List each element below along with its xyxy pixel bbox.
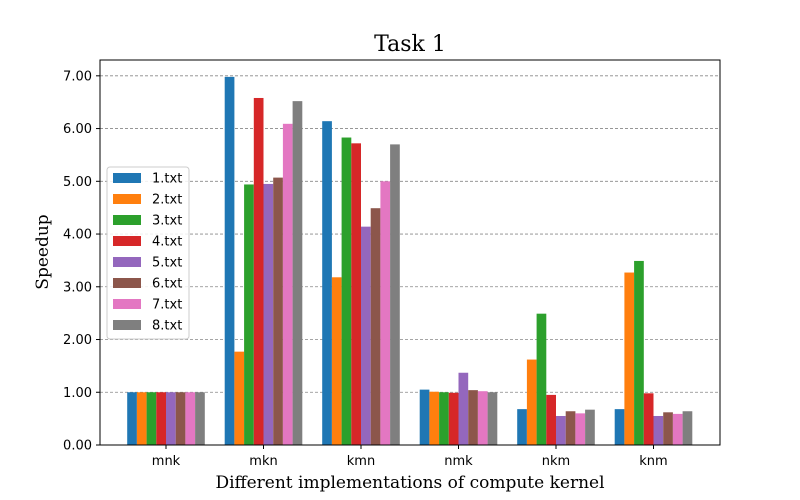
bar-1-txt-nkm — [517, 409, 527, 445]
legend-swatch — [113, 320, 141, 330]
bar-6-txt-nmk — [468, 390, 478, 445]
y-tick-label: 3.00 — [63, 280, 92, 295]
bar-5-txt-knm — [653, 415, 664, 445]
legend: 1.txt 2.txt 3.txt 4.txt 5.txt 6.txt 7.txt 8.txt — [106, 166, 190, 340]
legend-entry: 3.txt — [152, 214, 182, 229]
bar-4-txt-knm — [643, 393, 654, 445]
bar-5-txt-nmk — [458, 372, 469, 445]
y-axis-label: Speedup — [33, 214, 53, 289]
legend-entry: 1.txt — [152, 172, 182, 187]
plot-area-frame — [99, 59, 721, 446]
bar-4-txt-nkm — [546, 394, 556, 445]
bar-8-txt-mkn — [292, 101, 303, 445]
bar-5-txt-mkn — [263, 183, 274, 445]
bar-5-txt-mnk — [166, 392, 176, 445]
bar-2-txt-mnk — [136, 392, 147, 445]
bar-7-txt-mkn — [282, 123, 293, 446]
bar-8-txt-kmn — [390, 144, 400, 446]
bar-7-txt-nmk — [477, 391, 488, 445]
x-tick-label: kmn — [347, 454, 375, 469]
y-tick-label: 7.00 — [63, 69, 92, 84]
y-tick-label: 2.00 — [63, 333, 92, 348]
bar-3-txt-kmn — [341, 137, 352, 445]
legend-entry: 7.txt — [152, 298, 182, 313]
y-tick-label: 4.00 — [63, 228, 92, 243]
bar-4-txt-mnk — [156, 392, 166, 445]
x-tick-label: nkm — [542, 454, 570, 469]
bar-5-txt-kmn — [361, 226, 371, 445]
bar-1-txt-mnk — [127, 392, 137, 445]
bar-8-txt-nkm — [585, 409, 595, 445]
x-tick-label: mnk — [152, 454, 181, 469]
y-tick-label: 1.00 — [63, 386, 92, 401]
x-axis-label: Different implementations of compute ker… — [215, 473, 604, 493]
bar-7-txt-mnk — [185, 392, 196, 445]
bar-6-txt-mnk — [175, 392, 186, 445]
legend-swatch — [113, 278, 141, 288]
legend-entry: 6.txt — [152, 277, 182, 292]
y-axis-ticks: 0.00 1.00 2.00 3.00 4.00 5.00 6.00 7.00 — [63, 69, 100, 454]
bar-7-txt-nkm — [575, 413, 586, 445]
legend-box — [106, 166, 190, 340]
y-tick-label: 6.00 — [63, 122, 92, 137]
x-tick-label: knm — [639, 454, 667, 469]
bar-6-txt-mkn — [273, 177, 283, 445]
bar-1-txt-nmk — [419, 389, 430, 445]
bar-2-txt-kmn — [331, 277, 342, 445]
bar-8-txt-mnk — [195, 392, 205, 445]
bar-3-txt-mnk — [146, 392, 157, 445]
bar-6-txt-kmn — [370, 208, 381, 445]
bar-1-txt-kmn — [322, 121, 332, 445]
bar-5-txt-nkm — [556, 415, 566, 445]
bar-4-txt-kmn — [351, 143, 361, 445]
bar-2-txt-nkm — [526, 359, 537, 445]
legend-entry: 4.txt — [152, 235, 182, 250]
legend-entry: 2.txt — [152, 193, 182, 208]
legend-swatch — [113, 236, 141, 246]
x-tick-label: mkn — [249, 454, 277, 469]
bar-7-txt-kmn — [380, 181, 391, 445]
grid-lines — [100, 75, 720, 393]
bar-1-txt-knm — [614, 409, 625, 445]
bar-3-txt-knm — [634, 260, 644, 445]
legend-swatch — [113, 194, 141, 204]
x-axis-ticks: mnk mkn kmn nmk nkm knm — [152, 445, 668, 469]
y-tick-label: 5.00 — [63, 175, 92, 190]
bar-4-txt-mkn — [253, 97, 264, 446]
bar-3-txt-mkn — [244, 184, 254, 445]
x-tick-label: nmk — [444, 454, 473, 469]
legend-entry: 5.txt — [152, 256, 182, 271]
bar-8-txt-nmk — [487, 392, 498, 445]
legend-swatch — [113, 257, 141, 267]
legend-swatch — [113, 299, 141, 309]
legend-swatch — [113, 173, 141, 183]
bar-2-txt-knm — [624, 272, 635, 445]
bar-8-txt-knm — [682, 411, 693, 445]
bar-6-txt-knm — [663, 412, 673, 445]
chart-title: Task 1 — [374, 32, 446, 57]
bar-3-txt-nmk — [439, 392, 449, 445]
bar-3-txt-nkm — [536, 313, 547, 445]
y-tick-label: 0.00 — [63, 439, 92, 454]
legend-swatch — [113, 215, 141, 225]
bar-2-txt-nmk — [429, 391, 440, 445]
bar-1-txt-mkn — [224, 76, 235, 445]
bars — [127, 76, 693, 446]
legend-entry: 8.txt — [152, 319, 182, 334]
bar-6-txt-nkm — [565, 411, 576, 445]
bar-4-txt-nmk — [448, 392, 459, 445]
bar-2-txt-mkn — [234, 351, 245, 445]
bar-7-txt-knm — [672, 413, 683, 445]
